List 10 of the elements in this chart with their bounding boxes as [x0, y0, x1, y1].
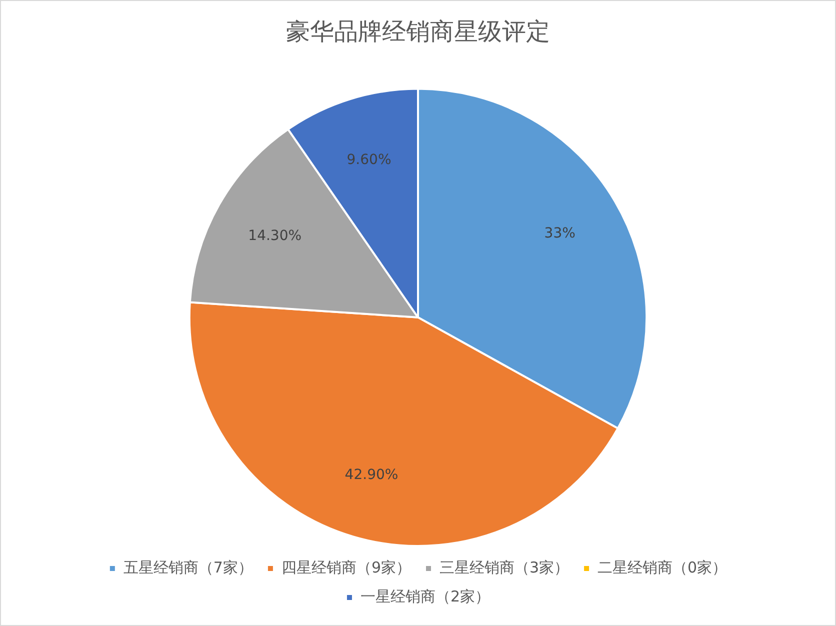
legend-label: 五星经销商（7家）	[123, 558, 253, 576]
legend-label: 三星经销商（3家）	[440, 558, 570, 576]
chart-title: 豪华品牌经销商星级评定	[286, 18, 550, 46]
legend-label: 一星经销商（2家）	[360, 587, 490, 606]
data-label: 42.90%	[344, 466, 398, 483]
data-label: 9.60%	[346, 152, 392, 168]
data-label: 33%	[544, 226, 576, 242]
data-label: 14.30%	[248, 228, 302, 244]
legend-label: 四星经销商（9家）	[281, 558, 412, 576]
legend-label: 二星经销商（0家）	[598, 558, 728, 576]
